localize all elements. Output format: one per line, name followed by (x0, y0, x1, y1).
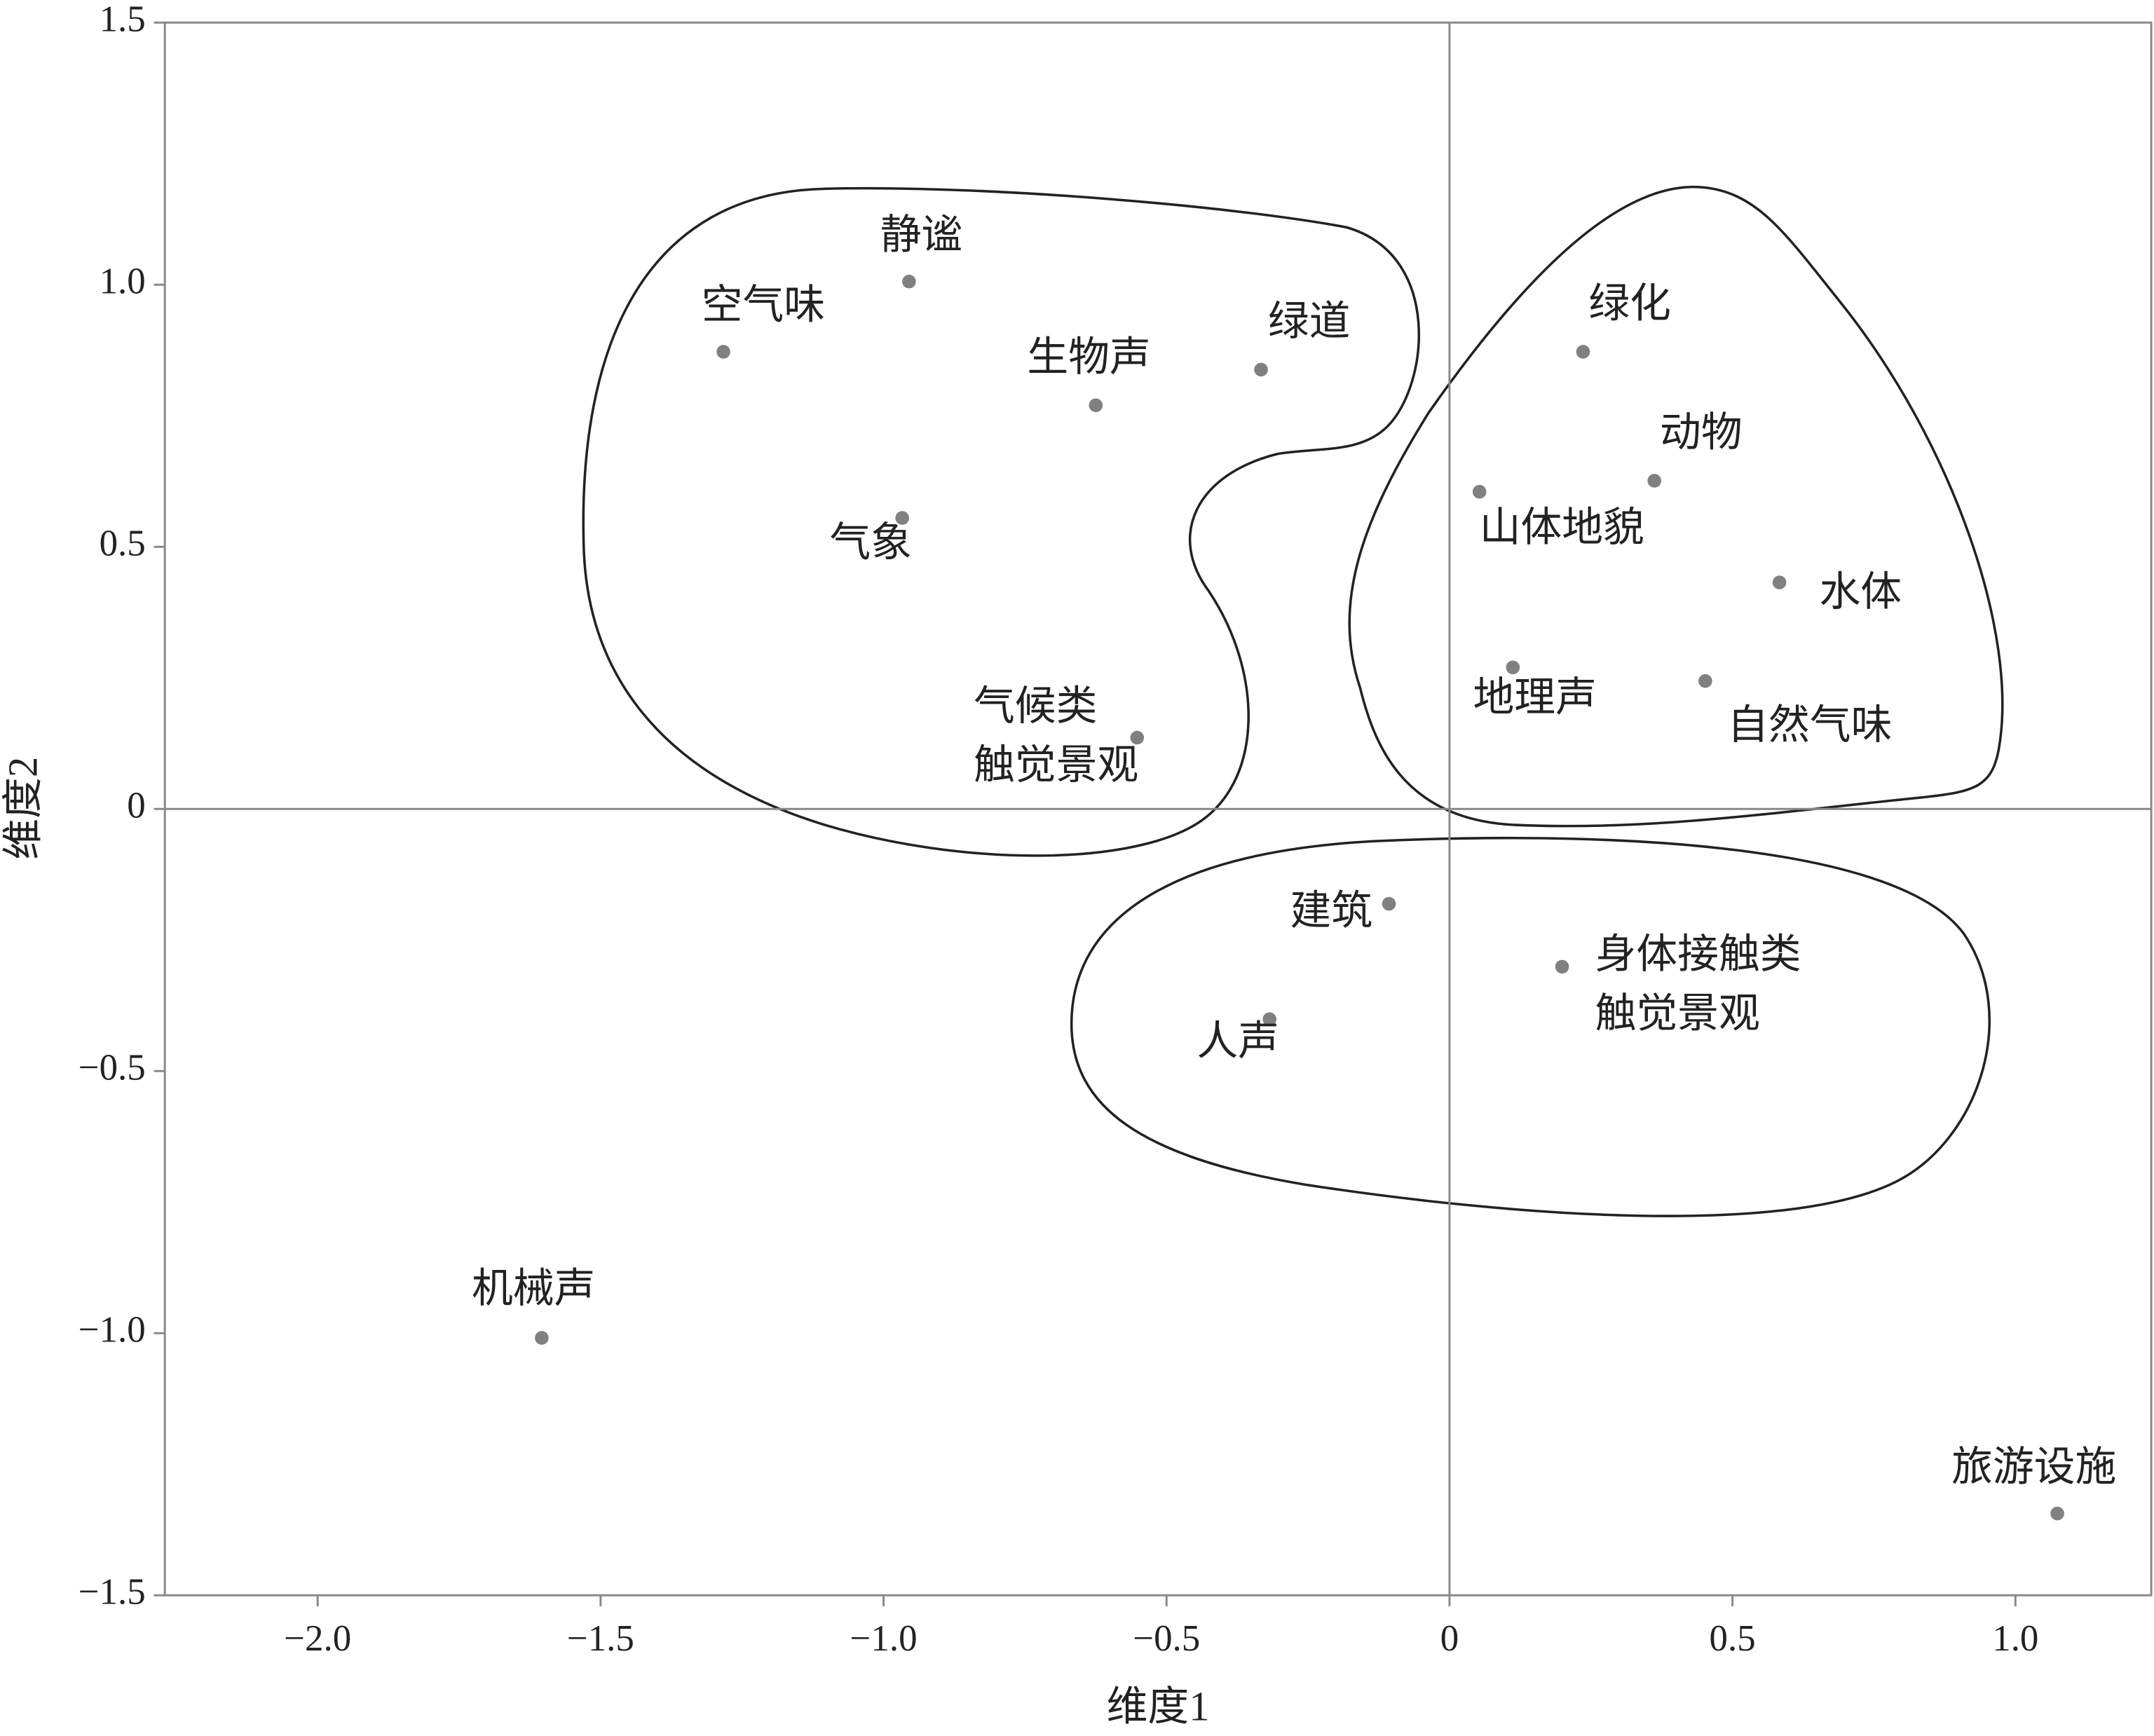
cluster-outline (1348, 185, 2004, 828)
point-label: 动物 (1660, 410, 1743, 456)
point-label: 气象 (829, 520, 912, 566)
point-label: 绿道 (1268, 299, 1351, 344)
x-tick-label: −1.0 (850, 1618, 918, 1659)
point-label: 触觉景观 (1595, 990, 1760, 1036)
point-label: 旅游设施 (1951, 1444, 2116, 1489)
y-tick-label: 0 (127, 785, 145, 826)
y-tick-label: 1.5 (100, 0, 146, 39)
x-axis-title: 维度1 (1107, 1683, 1210, 1729)
y-tick-label: −1.0 (79, 1309, 146, 1350)
point (1576, 345, 1590, 359)
point-label: 身体接触类 (1595, 931, 1801, 977)
point (1698, 674, 1712, 688)
point (716, 345, 730, 359)
point (902, 274, 916, 289)
y-tick-label: −1.5 (79, 1571, 146, 1612)
x-tick-label: 1.0 (1992, 1618, 2038, 1659)
point-label: 空气味 (702, 282, 825, 328)
x-tick-label: 0 (1440, 1618, 1459, 1659)
point (1089, 398, 1103, 413)
point-label: 建筑 (1290, 888, 1372, 934)
point-label: 气候类 (974, 683, 1097, 729)
point (1254, 362, 1268, 377)
point (1506, 660, 1520, 675)
point-label: 静谧 (880, 212, 963, 257)
point (535, 1331, 549, 1345)
y-tick-label: 0.5 (100, 523, 146, 563)
point (895, 511, 909, 525)
point (1647, 474, 1662, 488)
point (2050, 1506, 2064, 1521)
point-label: 触觉景观 (974, 742, 1138, 788)
y-axis-title: 维度2 (1, 757, 46, 860)
cluster-outline (1070, 836, 1991, 1217)
point-label: 自然气味 (1727, 702, 1892, 748)
point (1772, 575, 1787, 589)
point-label: 机械声 (472, 1266, 595, 1311)
x-tick-label: −1.5 (567, 1618, 634, 1659)
point (1262, 1012, 1276, 1026)
y-tick-label: −0.5 (79, 1047, 146, 1088)
point-label: 山体地貌 (1480, 505, 1644, 550)
y-tick-label: 1.0 (100, 261, 146, 301)
point-label: 人声 (1197, 1018, 1279, 1064)
point (1130, 730, 1145, 745)
point (1382, 896, 1396, 911)
point-label: 生物声 (1027, 334, 1150, 380)
x-tick-label: 0.5 (1710, 1618, 1756, 1659)
point (1555, 959, 1569, 974)
point-label: 水体 (1819, 569, 1902, 615)
cluster-outline (582, 186, 1420, 857)
point-label: 绿化 (1588, 281, 1671, 327)
x-tick-label: −2.0 (284, 1618, 351, 1659)
point-label: 地理声 (1473, 675, 1597, 720)
point (1472, 484, 1487, 499)
x-tick-label: −0.5 (1133, 1618, 1200, 1659)
